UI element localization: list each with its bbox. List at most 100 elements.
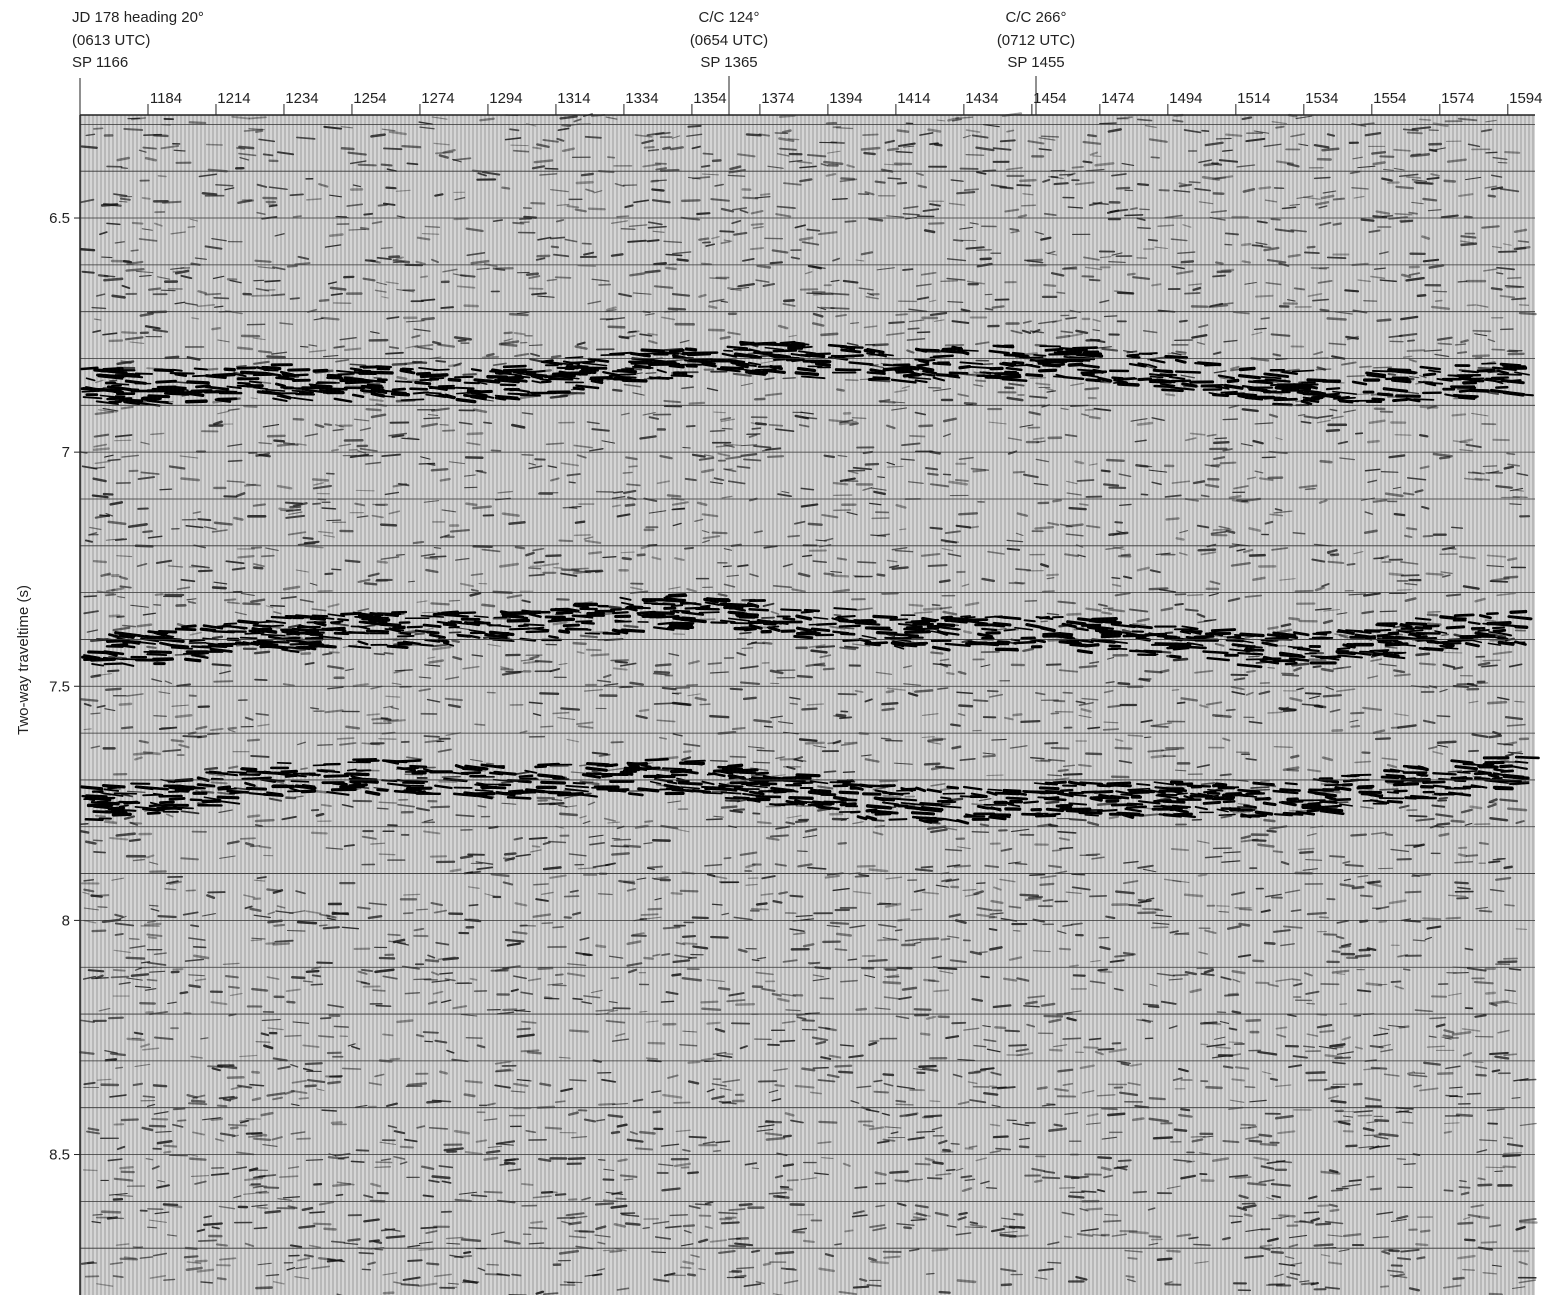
- wiggle: [1078, 480, 1094, 481]
- wiggle: [199, 571, 212, 572]
- wiggle: [419, 1249, 433, 1250]
- wiggle: [1117, 188, 1129, 189]
- wiggle: [752, 1168, 758, 1169]
- wiggle: [1154, 1137, 1172, 1138]
- wiggle: [752, 428, 760, 429]
- wiggle: [1129, 905, 1140, 906]
- wiggle: [719, 988, 729, 989]
- wiggle: [1306, 489, 1315, 490]
- wiggle: [1138, 423, 1152, 425]
- wiggle: [1407, 177, 1421, 178]
- wiggle: [424, 736, 439, 737]
- wiggle: [295, 263, 309, 264]
- wiggle: [1268, 668, 1274, 669]
- wiggle: [1047, 664, 1061, 665]
- wiggle: [144, 135, 161, 136]
- wiggle: [655, 703, 671, 704]
- wiggle: [890, 1172, 907, 1173]
- wiggle: [114, 1276, 123, 1277]
- wiggle: [596, 1203, 613, 1204]
- wiggle: [1229, 1216, 1242, 1217]
- wiggle: [484, 422, 491, 423]
- wiggle: [408, 1083, 426, 1084]
- wiggle: [138, 625, 151, 627]
- y-axis-label: Two-way traveltime (s): [15, 585, 32, 735]
- wiggle: [1185, 895, 1202, 896]
- wiggle: [1059, 1070, 1073, 1072]
- wiggle: [1445, 1132, 1451, 1133]
- wiggle: [241, 838, 255, 839]
- wiggle: [1506, 286, 1524, 287]
- wiggle: [709, 306, 716, 307]
- wiggle: [1034, 438, 1044, 439]
- wiggle: [386, 353, 403, 354]
- wiggle: [165, 889, 176, 890]
- wiggle: [1251, 787, 1269, 788]
- wiggle: [1420, 119, 1431, 120]
- wiggle: [882, 703, 897, 704]
- wiggle: [1223, 419, 1237, 420]
- wiggle: [1459, 1187, 1469, 1188]
- wiggle: [527, 274, 537, 275]
- wiggle: [81, 699, 97, 700]
- wiggle: [781, 1188, 791, 1189]
- wiggle: [1109, 262, 1125, 263]
- wiggle: [903, 269, 913, 270]
- wiggle: [1489, 861, 1499, 862]
- wiggle: [1340, 1004, 1346, 1005]
- wiggle: [134, 860, 145, 861]
- wiggle: [1276, 127, 1283, 128]
- wiggle: [611, 660, 628, 661]
- wiggle: [154, 1085, 166, 1086]
- wiggle: [758, 266, 770, 268]
- wiggle: [583, 243, 592, 244]
- wiggle: [631, 683, 643, 685]
- wiggle: [961, 1176, 971, 1177]
- wiggle: [1328, 134, 1334, 135]
- wiggle: [92, 895, 109, 896]
- wiggle: [1454, 1278, 1464, 1279]
- wiggle: [81, 831, 88, 832]
- wiggle: [1455, 862, 1472, 863]
- wiggle: [1008, 549, 1019, 550]
- wiggle: [451, 870, 461, 872]
- wiggle: [1493, 1070, 1499, 1071]
- wiggle: [86, 842, 95, 844]
- wiggle: [845, 628, 854, 629]
- wiggle: [1499, 962, 1517, 963]
- wiggle: [719, 594, 727, 596]
- wiggle: [1222, 270, 1233, 271]
- wiggle: [1465, 217, 1471, 218]
- wiggle: [987, 775, 1003, 776]
- wiggle: [1088, 135, 1096, 136]
- wiggle: [853, 418, 866, 419]
- wiggle: [510, 314, 527, 315]
- wiggle: [178, 1120, 186, 1121]
- wiggle: [896, 152, 912, 153]
- wiggle: [190, 1159, 205, 1160]
- wiggle: [144, 752, 159, 754]
- wiggle: [757, 903, 766, 904]
- wiggle: [540, 1084, 550, 1086]
- wiggle: [1243, 409, 1258, 411]
- wiggle: [1320, 1031, 1333, 1032]
- wiggle: [1083, 162, 1091, 163]
- wiggle: [742, 648, 753, 649]
- wiggle: [834, 615, 840, 616]
- wiggle: [981, 1068, 994, 1069]
- wiggle: [305, 542, 319, 543]
- wiggle: [940, 580, 949, 582]
- wiggle: [959, 513, 977, 514]
- wiggle: [468, 433, 483, 434]
- wiggle: [383, 1034, 393, 1035]
- wiggle: [1161, 670, 1168, 672]
- wiggle: [1403, 1122, 1413, 1123]
- wiggle: [1227, 710, 1235, 711]
- wiggle: [1395, 214, 1411, 215]
- wiggle: [940, 1292, 950, 1293]
- wiggle: [971, 1222, 978, 1223]
- wiggle: [835, 949, 846, 950]
- wiggle: [623, 558, 631, 559]
- wiggle: [926, 468, 937, 469]
- wiggle: [1167, 518, 1179, 519]
